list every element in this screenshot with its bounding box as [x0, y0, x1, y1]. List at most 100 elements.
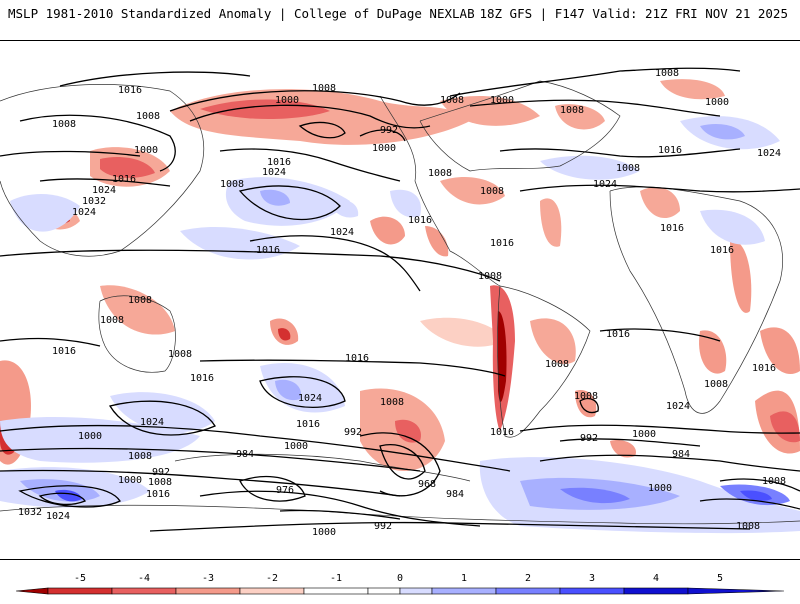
isobar-label: 1024 [140, 417, 164, 428]
isobar-label: 1032 [18, 507, 42, 518]
colorbar-swatch [367, 587, 401, 595]
isobar-label: 1016 [490, 427, 514, 438]
colorbar-swatch [111, 587, 177, 595]
isobar-label: 1016 [606, 329, 630, 340]
isobar-label: 1024 [666, 401, 690, 412]
isobar-label: 1016 [112, 174, 136, 185]
isobar-label: 984 [236, 449, 254, 460]
isobar-label: 984 [446, 489, 464, 500]
isobar-label: 1016 [52, 346, 76, 357]
isobar-label: 1000 [78, 431, 102, 442]
isobar-label: 1024 [757, 148, 781, 159]
isobar-label: 1008 [52, 119, 76, 130]
positive-anomaly-shading [0, 116, 800, 534]
isobar-label: 1016 [118, 85, 142, 96]
isobar-label: 1016 [190, 373, 214, 384]
isobar-label: 1008 [560, 105, 584, 116]
isobar-label: 1024 [330, 227, 354, 238]
colorbar: -5 -4 -3 -2 -1 0 1 2 3 4 5 [0, 568, 800, 600]
isobar-label: 1008 [704, 379, 728, 390]
isobar-label: 1008 [428, 168, 452, 179]
negative-anomaly-shading [0, 79, 800, 471]
isobar-label: 1008 [148, 477, 172, 488]
isobar-label: 1008 [380, 397, 404, 408]
isobar-label: 1016 [345, 353, 369, 364]
isobar-label: 992 [152, 467, 170, 478]
isobar-label: 1024 [262, 167, 286, 178]
coastlines [0, 80, 800, 525]
isobar-label: 1000 [275, 95, 299, 106]
isobar-label: 1000 [118, 475, 142, 486]
isobar-label: 992 [374, 521, 392, 532]
isobar-label: 1016 [658, 145, 682, 156]
isobars [0, 67, 800, 532]
isobar-label: 1024 [72, 207, 96, 218]
isobar-label: 1016 [710, 245, 734, 256]
colorbar-swatch [47, 587, 113, 595]
isobar-label: 1008 [574, 391, 598, 402]
isobar-label: 1000 [632, 429, 656, 440]
colorbar-swatch [687, 587, 785, 595]
isobar-label: 1008 [220, 179, 244, 190]
isobar-label: 1016 [146, 489, 170, 500]
isobar-label: 1032 [82, 196, 106, 207]
isobar-label: 1008 [440, 95, 464, 106]
isobar-label: 1024 [593, 179, 617, 190]
colorbar-swatch [15, 587, 49, 595]
isobar-label: 1008 [168, 349, 192, 360]
isobar-label: 1000 [372, 143, 396, 154]
isobar-label: 1016 [490, 238, 514, 249]
isobar-label: 968 [418, 479, 436, 490]
isobar-label: 1016 [660, 223, 684, 234]
colorbar-swatch [431, 587, 497, 595]
isobar-label: 1024 [46, 511, 70, 522]
isobar-label: 1008 [478, 271, 502, 282]
isobar-label: 1000 [490, 95, 514, 106]
colorbar-tick-label: 3 [589, 573, 595, 584]
isobar-labels: 1016 1008 1000 1008 1008 1000 992 1000 1… [18, 68, 786, 538]
colorbar-swatch [623, 587, 689, 595]
colorbar-tick-label: 5 [717, 573, 723, 584]
colorbar-swatch [399, 587, 433, 595]
colorbar-tick-label: 0 [397, 573, 403, 584]
isobar-label: 1008 [480, 186, 504, 197]
isobar-label: 1000 [648, 483, 672, 494]
isobar-label: 1000 [312, 527, 336, 538]
colorbar-swatches [15, 587, 785, 595]
colorbar-tick-label: -4 [138, 573, 150, 584]
colorbar-tick-label: 4 [653, 573, 659, 584]
isobar-label: 1008 [136, 111, 160, 122]
isobar-label: 1016 [256, 245, 280, 256]
colorbar-swatch [175, 587, 241, 595]
colorbar-swatch [303, 587, 369, 595]
colorbar-swatch [559, 587, 625, 595]
colorbar-swatch [495, 587, 561, 595]
model-run-info: 18Z GFS | F147 Valid: 21Z FRI NOV 21 202… [479, 6, 788, 21]
isobar-label: 992 [380, 125, 398, 136]
isobar-label: 1024 [298, 393, 322, 404]
isobar-label: 1024 [92, 185, 116, 196]
chart-title: MSLP 1981-2010 Standardized Anomaly | Co… [8, 6, 475, 21]
isobar-label: 976 [276, 485, 294, 496]
isobar-label: 1008 [545, 359, 569, 370]
isobar-label: 1000 [134, 145, 158, 156]
isobar-label: 1016 [752, 363, 776, 374]
isobar-label: 1008 [100, 315, 124, 326]
isobar-label: 984 [672, 449, 690, 460]
colorbar-tick-label: -2 [266, 573, 278, 584]
isobar-label: 992 [344, 427, 362, 438]
isobar-label: 992 [580, 433, 598, 444]
colorbar-tick-label: 2 [525, 573, 531, 584]
isobar-label: 1008 [762, 476, 786, 487]
isobar-label: 1000 [284, 441, 308, 452]
isobar-label: 1016 [267, 157, 291, 168]
colorbar-tick-label: 1 [461, 573, 467, 584]
isobar-label: 1008 [312, 83, 336, 94]
colorbar-tick-label: -3 [202, 573, 214, 584]
isobar-label: 1008 [736, 521, 760, 532]
colorbar-tick-label: -5 [74, 573, 86, 584]
isobar-label: 1000 [705, 97, 729, 108]
isobar-label: 1008 [128, 295, 152, 306]
colorbar-swatch [239, 587, 305, 595]
colorbar-tick-label: -1 [330, 573, 342, 584]
